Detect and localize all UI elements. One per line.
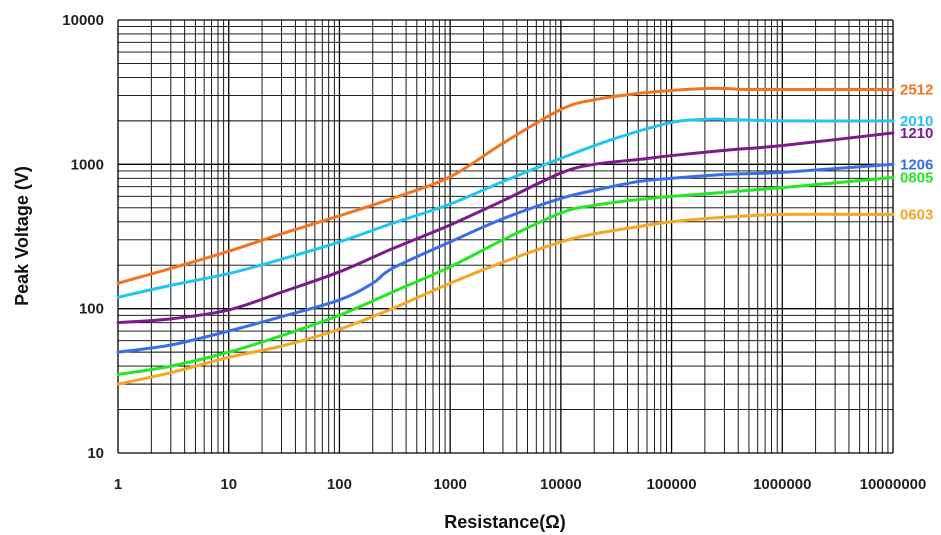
series-line-2010 xyxy=(116,117,895,299)
y-tick-label: 10 xyxy=(87,445,104,462)
series-layer xyxy=(116,86,895,386)
series-label-1206: 1206 xyxy=(900,156,933,173)
series-label-2010: 2010 xyxy=(900,113,933,130)
series-line-1206 xyxy=(116,162,895,354)
y-tick-label: 10000 xyxy=(62,12,104,29)
x-tick-label: 10000000 xyxy=(860,476,927,493)
y-axis-label: Peak Voltage (V) xyxy=(12,166,32,306)
y-tick-label: 100 xyxy=(79,301,104,318)
x-tick-label: 1 xyxy=(114,476,122,493)
y-tick-label: 1000 xyxy=(71,156,104,173)
series-label-1210: 1210 xyxy=(900,125,933,142)
series-line-0603 xyxy=(116,212,895,386)
x-tick-label: 10000 xyxy=(540,476,582,493)
x-tick-label: 10 xyxy=(220,476,237,493)
x-tick-label: 100000 xyxy=(647,476,697,493)
grid-lines xyxy=(117,19,894,454)
series-label-0603: 0603 xyxy=(900,206,933,223)
y-tick-labels: 10 100 1000 10000 xyxy=(62,12,104,462)
series-label-0805: 0805 xyxy=(900,170,933,187)
x-axis-label: Resistance(Ω) xyxy=(444,512,565,532)
series-label-2512: 2512 xyxy=(900,81,933,98)
x-tick-label: 100 xyxy=(327,476,352,493)
series-line-2512 xyxy=(116,86,895,285)
x-tick-label: 1000 xyxy=(433,476,466,493)
x-tick-label: 1000000 xyxy=(753,476,811,493)
x-tick-labels: 1 10 100 1000 10000 100000 1000000 10000000 xyxy=(114,476,927,493)
series-line-0805 xyxy=(116,176,895,376)
series-line-1210 xyxy=(116,131,895,325)
